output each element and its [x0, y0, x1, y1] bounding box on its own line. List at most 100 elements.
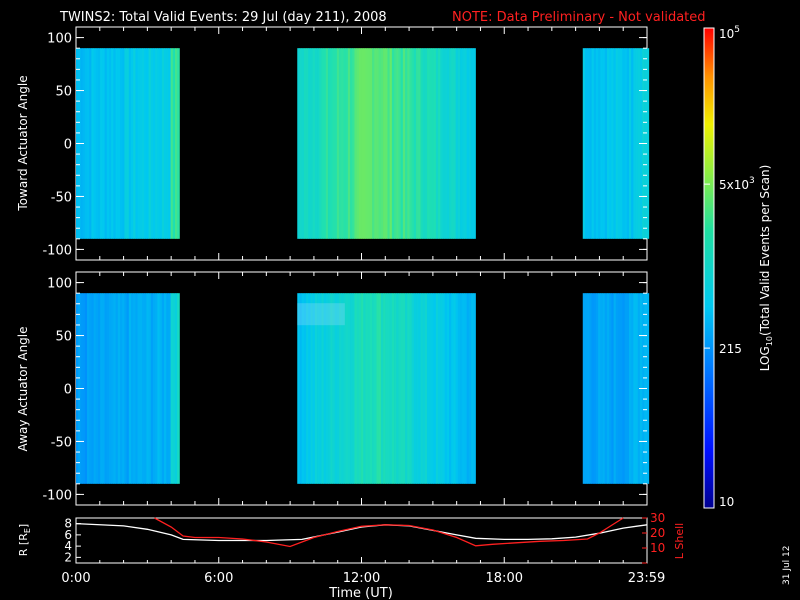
toward-heatmap-column: [142, 48, 145, 239]
away-heatmap-column: [341, 293, 344, 484]
toward-heatmap-column: [157, 48, 160, 239]
away-heatmap-column: [411, 293, 415, 484]
toward-heatmap-column: [102, 48, 105, 239]
x-axis-title: Time (UT): [328, 586, 393, 600]
away-heatmap-column: [111, 293, 114, 484]
colorbar-tick-label: 5x103: [719, 176, 755, 192]
away-heatmap-column: [361, 293, 364, 484]
away-heatmap-column: [624, 293, 628, 484]
colorbar-tick-label: 10: [719, 495, 734, 509]
toward-heatmap-column: [146, 48, 149, 239]
away-heatmap-column: [400, 293, 404, 484]
away-heatmap-column: [424, 293, 428, 484]
away-heatmap-column: [628, 293, 632, 484]
away-heatmap: 100 50 0 -50 -100: [42, 272, 650, 505]
away-heatmap-column: [308, 293, 311, 484]
away-heatmap-column: [369, 293, 373, 484]
y-tick-label: 50: [55, 85, 72, 100]
toward-heatmap-column: [84, 48, 88, 239]
y-tick-label: -100: [42, 243, 72, 258]
toward-heatmap-column: [153, 48, 156, 239]
toward-heatmap-column: [473, 48, 476, 239]
away-heatmap-column: [604, 293, 608, 484]
toward-heatmap-column: [628, 48, 632, 239]
away-heatmap-column: [339, 293, 342, 484]
away-heatmap-column: [376, 293, 380, 484]
toward-heatmap-column: [405, 48, 408, 239]
away-heatmap-column: [633, 293, 636, 484]
toward-heatmap-column: [95, 48, 99, 239]
toward-heatmap-column: [319, 48, 322, 239]
toward-heatmap-column: [148, 48, 152, 239]
toward-heatmap-column: [341, 48, 344, 239]
toward-heatmap-column: [113, 48, 116, 239]
away-heatmap-column: [391, 293, 395, 484]
away-heatmap-column: [98, 293, 101, 484]
away-heatmap-column: [133, 293, 136, 484]
away-heatmap-column: [582, 293, 586, 484]
away-heatmap-column: [95, 293, 99, 484]
toward-heatmap-column: [332, 48, 336, 239]
colorbar-label: LOG10(Total Valid Events per Scan): [758, 165, 774, 372]
orbit-y-tick-label: 6: [64, 528, 72, 542]
away-heatmap-column: [402, 293, 406, 484]
away-heatmap-column: [177, 293, 180, 484]
away-heatmap-column: [104, 293, 108, 484]
away-heatmap-column: [113, 293, 116, 484]
toward-heatmap-column: [471, 48, 474, 239]
away-heatmap-column: [146, 293, 149, 484]
away-heatmap-column: [102, 293, 105, 484]
toward-heatmap-column: [413, 48, 417, 239]
toward-heatmap-column: [166, 48, 169, 239]
away-heatmap-column: [135, 293, 138, 484]
away-heatmap-column: [427, 293, 430, 484]
toward-heatmap-column: [602, 48, 606, 239]
away-heatmap-column: [398, 293, 402, 484]
toward-heatmap-column: [646, 48, 650, 239]
away-heatmap-column: [164, 293, 167, 484]
away-heatmap-column: [620, 293, 623, 484]
away-heatmap-column: [466, 293, 470, 484]
away-heatmap-column: [431, 293, 435, 484]
toward-heatmap-column: [91, 48, 94, 239]
toward-heatmap-column: [343, 48, 347, 239]
away-heatmap-column: [319, 293, 322, 484]
toward-heatmap-column: [398, 48, 402, 239]
toward-heatmap-column: [321, 48, 325, 239]
toward-heatmap-column: [310, 48, 314, 239]
toward-heatmap-column: [615, 48, 619, 239]
toward-heatmap-column: [137, 48, 141, 239]
lshell-tick-label: 20: [650, 526, 665, 540]
away-heatmap-column: [451, 293, 454, 484]
toward-heatmap-column: [128, 48, 132, 239]
away-heatmap-column: [301, 293, 305, 484]
away-heatmap-column: [449, 293, 452, 484]
toward-heatmap-column: [444, 48, 448, 239]
away-heatmap-column: [635, 293, 639, 484]
toward-heatmap-column: [466, 48, 470, 239]
toward-heatmap-column: [363, 48, 366, 239]
toward-heatmap-column: [350, 48, 353, 239]
toward-heatmap-column: [613, 48, 617, 239]
toward-heatmap-column: [297, 48, 300, 239]
toward-heatmap-column: [380, 48, 384, 239]
preliminary-note: NOTE: Data Preliminary - Not validated: [452, 10, 706, 25]
toward-heatmap-column: [464, 48, 468, 239]
toward-heatmap-column: [582, 48, 586, 239]
toward-heatmap-column: [124, 48, 127, 239]
toward-heatmap-column: [622, 48, 625, 239]
away-heatmap-column: [159, 293, 163, 484]
away-heatmap-column: [137, 293, 141, 484]
away-heatmap-column: [455, 293, 459, 484]
toward-heatmap-column: [435, 48, 439, 239]
away-heatmap-column: [473, 293, 476, 484]
away-heatmap-column: [626, 293, 630, 484]
away-heatmap-column: [440, 293, 443, 484]
toward-heatmap-column: [609, 48, 612, 239]
away-heatmap-column: [144, 293, 147, 484]
toward-heatmap-column: [122, 48, 125, 239]
toward-heatmap-column: [416, 48, 419, 239]
away-heatmap-column: [115, 293, 119, 484]
toward-heatmap-column: [175, 48, 178, 239]
